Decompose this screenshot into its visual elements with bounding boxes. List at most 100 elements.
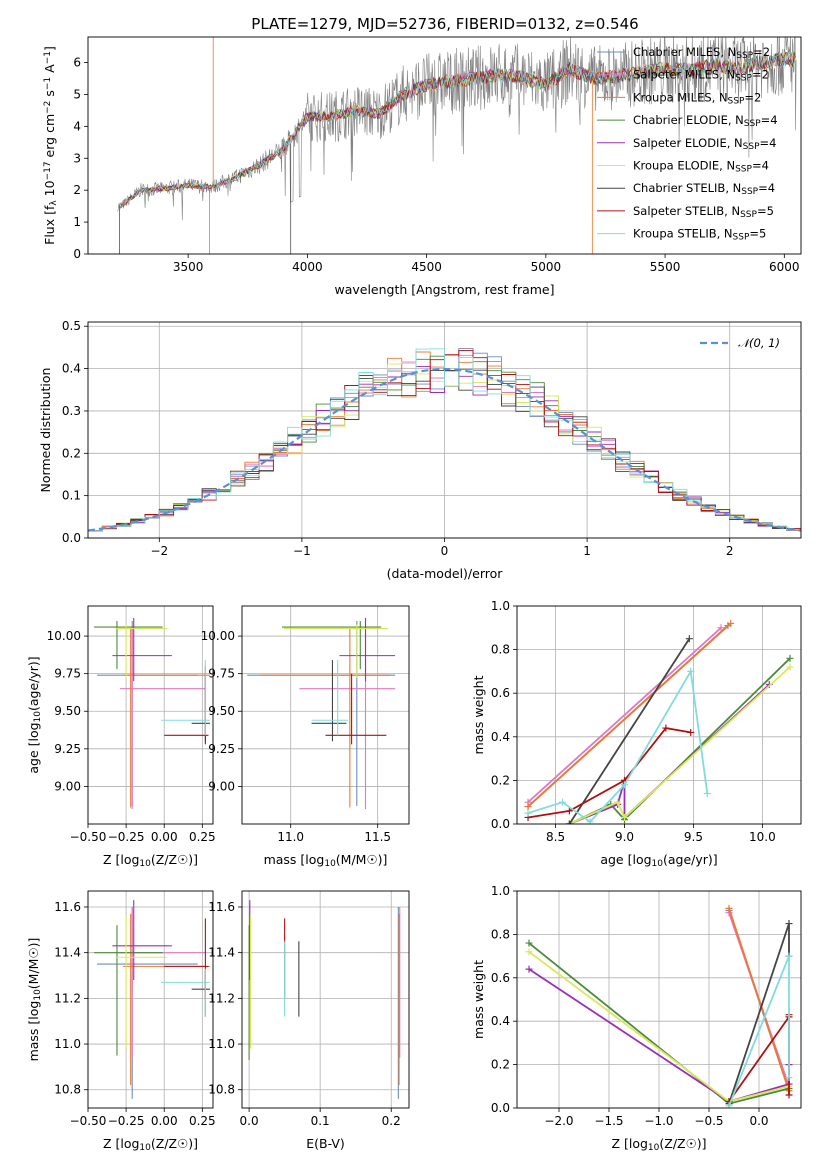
y-tick-label: 0 [73,247,81,261]
label-part: 10 [652,859,664,869]
weight-line-kroupa-stelib [527,668,709,823]
x-tick-label: −1 [293,544,311,558]
label-part: Normed distribution [38,368,53,493]
x-tick-label: 4500 [411,260,442,274]
weight-marker [614,798,622,806]
y-tick-label: 0.4 [62,362,81,376]
x-tick-label: 8.5 [546,830,565,844]
panel-residuals: −2 −1 0 1 2 0.0 0.1 0.2 0.3 0.4 0.5 (data-model)/er… [38,319,802,581]
x-tick-label: 0.2 [382,1114,401,1128]
y-tick-label: 3 [73,151,81,165]
y-tick-label: 0.5 [62,319,81,333]
axes-frame [241,890,410,1109]
legend-label-gaussian: 𝒩(0, 1) [738,336,780,350]
label-part: λ [49,200,59,206]
label-part: SSP [733,233,750,243]
x-axis-label: E(B-V) [306,1136,345,1151]
y-tick-label: 0.3 [62,404,81,418]
label-part: =4 [752,159,769,173]
y-tick-label: 6 [73,56,81,70]
weight-marker [786,654,794,662]
y-axis-label: age [log10(age/yr)] [26,656,43,773]
plot-area [94,618,210,809]
x-tick-label: −0.5 [694,1114,723,1128]
x-axis-label: (data-model)/error [387,566,504,581]
x-tick-label: 9.5 [684,830,703,844]
y-axis-label: Normed distribution [38,368,53,493]
weight-marker [725,1102,733,1108]
label-part: Z [ [611,1136,628,1151]
x-axis-label: Z [log10(Z/Z☉)] [103,1136,198,1153]
x-tick-label: 11.5 [364,830,391,844]
x-tick-label: 5500 [650,260,681,274]
y-tick-label: 9.50 [208,704,235,718]
panel-spectrum: 3500 4000 4500 5000 5500 6000 0 1 2 3 4 5 6 wavelengt… [42,36,802,297]
label-part: Salpeter ELODIE, N [633,136,743,150]
panels: 3500 4000 4500 5000 5500 6000 0 1 2 3 4 5 6 wavelengt… [26,36,802,1153]
y-tick-label: 1 [73,215,81,229]
weight-marker [785,1074,793,1082]
y-tick-label: 9.25 [208,742,235,756]
plot-area [525,904,793,1108]
y-tick-label: 11.6 [54,900,81,914]
axes-frame [87,890,214,1109]
label-part: =4 [758,181,775,195]
model-line-salpeter-stelib [120,52,796,209]
plot-area [248,900,401,1099]
legend-label: Salpeter STELIB, NSSP=5 [633,204,774,220]
weight-marker [565,807,573,815]
label-part: −1 [43,51,53,64]
y-tick-label: 2 [73,183,81,197]
x-tick-label: 0 [441,544,449,558]
x-axis-label: Z [log10(Z/Z☉)] [611,1136,706,1153]
weight-line-kroupa-miles [728,908,790,1091]
label-part: age [ [600,852,632,867]
x-tick-label: −0.25 [108,830,145,844]
model-line-chabrier-stelib [119,51,796,209]
y-tick-label: 0.6 [491,686,510,700]
x-tick-label: 0.25 [189,830,216,844]
y-tick-label: 0.4 [491,1014,510,1028]
weight-marker [621,813,629,821]
x-tick-label: −1.0 [644,1114,673,1128]
weight-line-kroupa-elodie [569,666,791,824]
label-part: SSP [740,210,757,220]
x-tick-label: −1.5 [594,1114,623,1128]
plot-area [94,900,210,1099]
legend-label: Chabrier ELODIE, NSSP=4 [633,113,778,129]
y-tick-label: 0.6 [491,971,510,985]
legend-label: Kroupa STELIB, NSSP=5 [633,227,766,243]
weight-marker [785,920,793,928]
axes-frame [516,605,802,825]
x-tick-label: 1 [583,544,591,558]
y-tick-label: 0.8 [491,927,510,941]
label-part: Kroupa STELIB, N [633,227,733,241]
x-tick-label: 0.0 [749,1114,768,1128]
model-line-kroupa-stelib [120,51,796,209]
label-part: 10 [42,180,57,200]
weight-marker [525,939,533,947]
label-part: (Z/Z☉)] [151,852,198,867]
label-part: ] [42,46,57,51]
label-part: Salpeter MILES, N [633,68,735,82]
grid [517,605,801,825]
x-tick-label: 0.00 [151,1114,178,1128]
panel-weight-vs-Z: −2.0 −1.5 −1.0 −0.5 0.0 0.0 0.2 0.4 0.6 0.8 1.0 Z [… [471,884,802,1153]
y-tick-label: 10.00 [47,629,81,643]
x-tick-label: 0.25 [189,1114,216,1128]
label-part: SSP [736,51,753,61]
x-axis-label: wavelength [Angstrom, rest frame] [334,282,554,297]
label-part: =2 [744,90,761,104]
y-axis-label: Flux [fλ 10−17 erg cm−2 s−1 A−1] [42,46,59,245]
label-part: SSP [735,165,752,175]
y-tick-label: 10.8 [208,1083,235,1097]
label-part: (Z/Z☉)] [151,1136,198,1151]
x-tick-label: 9.0 [615,830,634,844]
label-part: log [26,1001,41,1020]
axes-frame [87,321,802,539]
label-part: mass [ [26,1020,41,1062]
label-part: Salpeter STELIB, N [633,204,740,218]
grid [242,891,409,1108]
label-part: E(B-V) [306,1136,345,1151]
panel-weight-vs-age: 8.5 9.0 9.5 10.0 0.0 0.2 0.4 0.6 0.8 1.0 age [log1… [471,599,802,869]
